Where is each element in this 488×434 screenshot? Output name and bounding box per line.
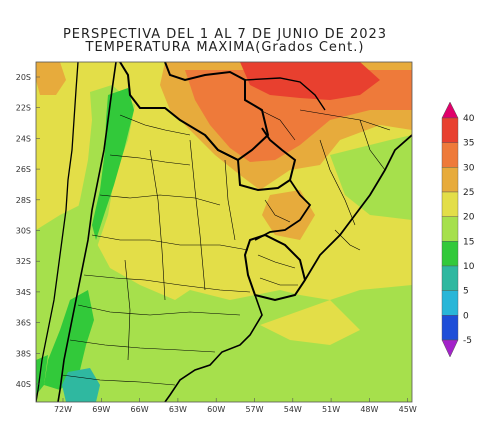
colorbar-label: 25 [463, 188, 474, 198]
map-title-line1: PERSPECTIVA DEL 1 AL 7 DE JUNIO DE 2023 [62, 27, 388, 42]
colorbar-arrow-bottom [441, 339, 459, 358]
temperature-field [36, 62, 412, 402]
lat-label-26S: 26S [16, 165, 31, 174]
colorbar-swatch-15_20 [441, 216, 459, 242]
colorbar-swatch-10_15 [441, 241, 459, 267]
lon-label-69W: 69W [92, 405, 110, 414]
colorbar-swatch-25_30 [441, 167, 459, 193]
lat-label-32S: 32S [16, 257, 31, 266]
temperature-colorbar: 40 35 30 25 20 15 10 5 0 -5 [441, 101, 475, 358]
colorbar-swatch-20_25 [441, 191, 459, 217]
lat-label-22S: 22S [16, 104, 31, 113]
colorbar-swatch--5_0 [441, 315, 459, 341]
colorbar-label: 5 [463, 287, 469, 297]
colorbar-label: 15 [463, 237, 474, 247]
colorbar-label: 20 [463, 213, 475, 223]
map-frame [35, 61, 413, 403]
lon-label-57W: 57W [245, 405, 263, 414]
lon-label-54W: 54W [284, 405, 302, 414]
lat-label-24S: 24S [16, 134, 31, 143]
colorbar-label: 35 [463, 139, 474, 149]
latitude-axis: 20S 22S 24S 26S 28S 30S 32S 34S 36S 38S 40S [16, 73, 40, 389]
lat-label-38S: 38S [16, 349, 31, 358]
country-boundaries [36, 62, 412, 402]
colorbar-label: 30 [463, 163, 475, 173]
lon-label-66W: 66W [131, 405, 149, 414]
colorbar-swatch-35_40 [441, 117, 459, 143]
lat-label-30S: 30S [16, 227, 31, 236]
colorbar-label: -5 [463, 336, 472, 346]
lon-label-60W: 60W [207, 405, 225, 414]
lon-label-63W: 63W [169, 405, 187, 414]
colorbar-swatch-0_5 [441, 290, 459, 316]
colorbar-swatch-5_10 [441, 265, 459, 291]
lat-label-36S: 36S [16, 319, 31, 328]
colorbar-label: 10 [463, 262, 475, 272]
lat-label-20S: 20S [16, 73, 31, 82]
longitude-axis: 72W 69W 66W 63W 60W 57W 54W 51W 48W 45W [54, 398, 417, 414]
lat-label-34S: 34S [16, 288, 31, 297]
lat-label-40S: 40S [16, 380, 31, 389]
colorbar-swatch-30_35 [441, 142, 459, 168]
colorbar-label: 40 [463, 114, 475, 124]
lat-label-28S: 28S [16, 196, 31, 205]
lon-label-72W: 72W [54, 405, 72, 414]
lon-label-51W: 51W [322, 405, 340, 414]
colorbar-label: 0 [463, 311, 469, 321]
lon-label-45W: 45W [399, 405, 417, 414]
colorbar-arrow-top [441, 101, 459, 119]
map-title-line2: TEMPERATURA MAXIMA(Grados Cent.) [85, 40, 365, 55]
lon-label-48W: 48W [360, 405, 378, 414]
